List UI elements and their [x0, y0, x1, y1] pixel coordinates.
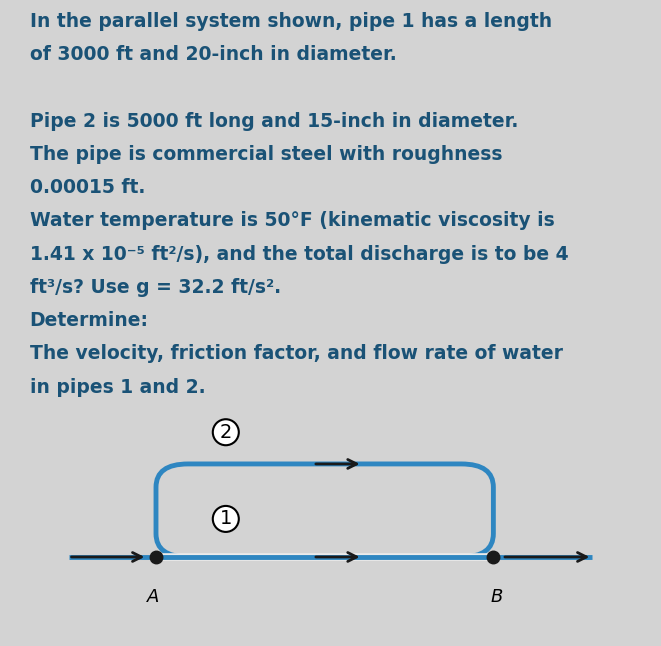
Text: A: A	[147, 588, 159, 606]
Text: 0.00015 ft.: 0.00015 ft.	[30, 178, 145, 197]
Text: in pipes 1 and 2.: in pipes 1 and 2.	[30, 378, 206, 397]
Text: Pipe 2 is 5000 ft long and 15-inch in diameter.: Pipe 2 is 5000 ft long and 15-inch in di…	[30, 112, 518, 130]
Text: 2: 2	[219, 422, 232, 442]
Text: 1: 1	[219, 510, 232, 528]
Text: Water temperature is 50°F (kinematic viscosity is: Water temperature is 50°F (kinematic vis…	[30, 211, 555, 231]
Text: of 3000 ft and 20-inch in diameter.: of 3000 ft and 20-inch in diameter.	[30, 45, 397, 64]
Text: In the parallel system shown, pipe 1 has a length: In the parallel system shown, pipe 1 has…	[30, 12, 552, 31]
Text: ft³/s? Use g = 32.2 ft/s².: ft³/s? Use g = 32.2 ft/s².	[30, 278, 281, 297]
Text: Determine:: Determine:	[30, 311, 149, 330]
Text: B: B	[490, 588, 502, 606]
Text: The velocity, friction factor, and flow rate of water: The velocity, friction factor, and flow …	[30, 344, 563, 364]
Text: 1.41 x 10⁻⁵ ft²/s), and the total discharge is to be 4: 1.41 x 10⁻⁵ ft²/s), and the total discha…	[30, 245, 568, 264]
Text: The pipe is commercial steel with roughness: The pipe is commercial steel with roughn…	[30, 145, 502, 164]
